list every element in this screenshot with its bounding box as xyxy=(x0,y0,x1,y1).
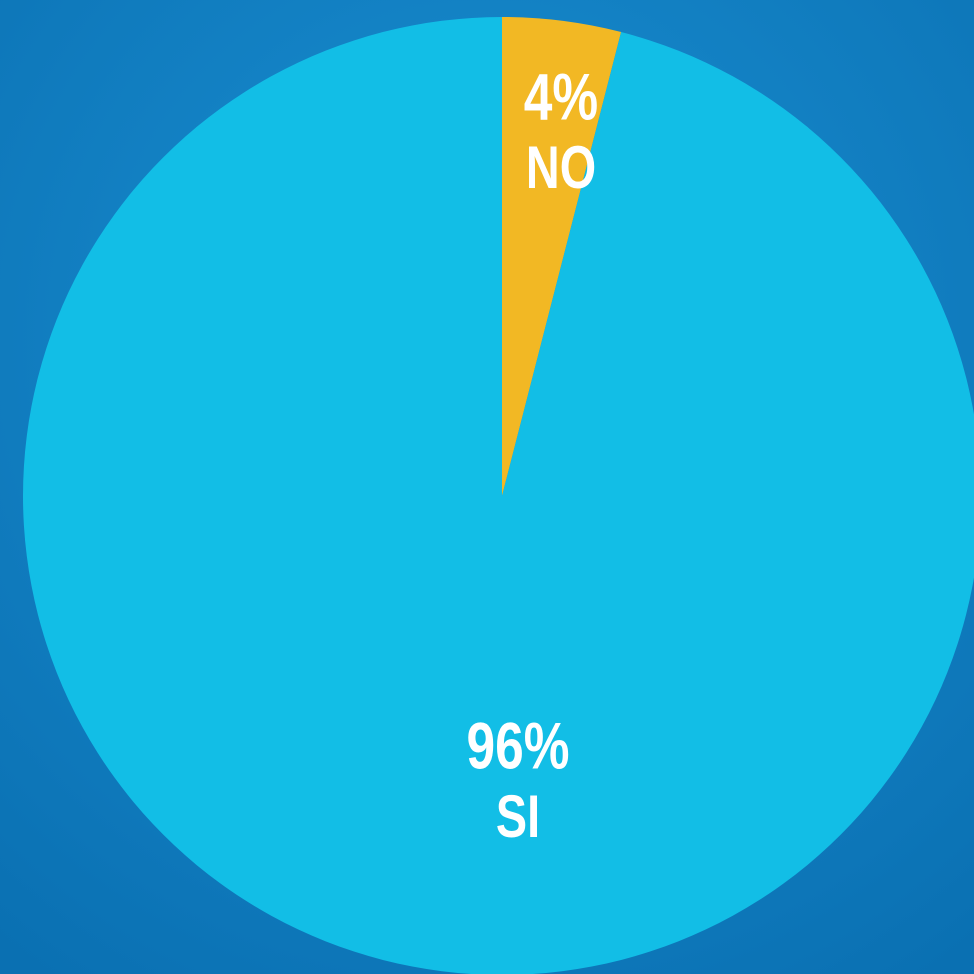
value-label: 4% xyxy=(524,59,598,134)
slice-label: 4%NO xyxy=(524,59,598,201)
value-label: 96% xyxy=(466,708,569,783)
category-label: SI xyxy=(496,783,540,850)
category-label: NO xyxy=(526,134,596,201)
pie-slice xyxy=(502,17,622,496)
pie-slice xyxy=(23,17,974,974)
slice-label: 96%SI xyxy=(466,708,569,850)
pie xyxy=(23,17,974,974)
labels: 4%NO 96%SI xyxy=(466,59,598,850)
